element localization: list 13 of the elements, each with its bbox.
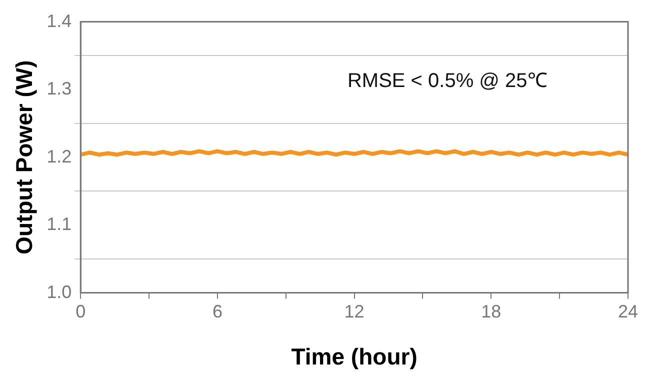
y-axis-title: Output Power (W): [11, 60, 38, 254]
y-tick-label: 1.2: [46, 146, 72, 166]
annotation: RMSE < 0.5% @ 25℃: [347, 70, 548, 92]
x-axis-title: Time (hour): [291, 344, 418, 370]
y-tick-label: 1.4: [46, 10, 72, 31]
x-tick-label: 24: [618, 302, 638, 322]
x-tick-label: 6: [212, 302, 222, 322]
y-tick-label: 1.1: [46, 214, 72, 234]
x-tick-label: 12: [344, 302, 364, 322]
x-tick-label: 18: [481, 302, 502, 322]
y-tick-label: 1.0: [46, 282, 72, 302]
y-tick-label: 1.3: [46, 78, 72, 99]
x-tick-label: 0: [76, 302, 86, 322]
